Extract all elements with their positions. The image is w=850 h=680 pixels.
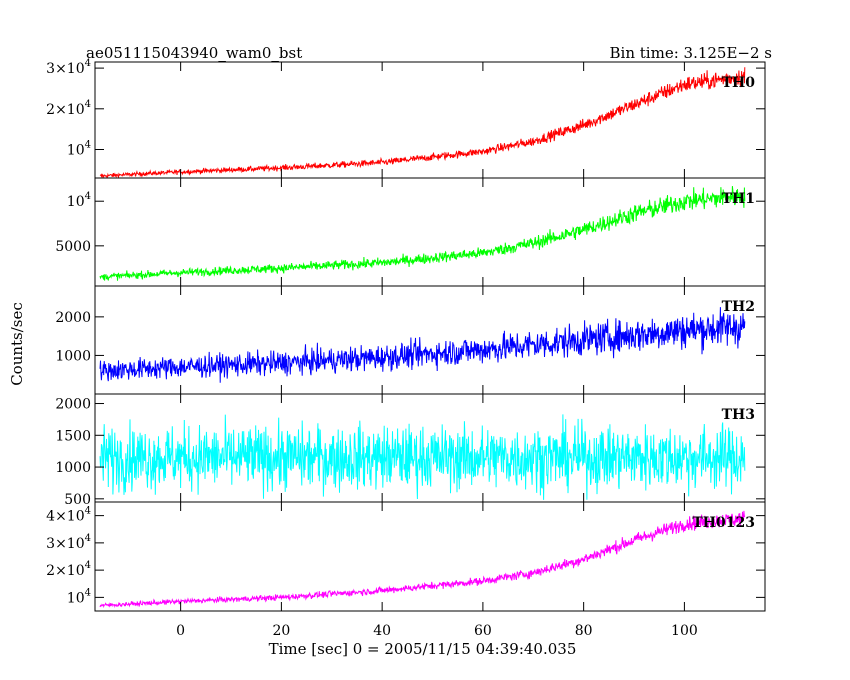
- y-axis-label: Counts/sec: [8, 302, 26, 386]
- y-tick-label: 3×104: [46, 58, 91, 77]
- panel-label-th0123: TH0123: [692, 515, 755, 531]
- y-tick-label: 2000: [55, 310, 91, 326]
- y-tick-label: 1500: [55, 428, 91, 444]
- y-tick-label: 2×104: [46, 560, 91, 579]
- y-tick-label: 1000: [55, 348, 91, 364]
- x-tick-label: 0: [176, 623, 185, 639]
- y-tick-label: 5000: [55, 239, 91, 255]
- y-tick-label: 1000: [55, 460, 91, 476]
- bin-time-label: Bin time: 3.125E−2 s: [609, 44, 772, 62]
- x-tick-label: 20: [272, 623, 290, 639]
- series-th1-line: [99, 186, 746, 281]
- x-axis-label: Time [sec] 0 = 2005/11/15 04:39:40.035: [268, 640, 577, 658]
- y-tick-label: 3×104: [46, 533, 91, 552]
- series-th0-line: [99, 67, 746, 179]
- panel-label-th1: TH1: [722, 191, 755, 207]
- y-tick-label: 104: [67, 140, 91, 159]
- y-tick-label: 2×104: [46, 99, 91, 118]
- y-tick-label: 4×104: [46, 506, 91, 525]
- panel-label-th0: TH0: [722, 75, 756, 91]
- panel-label-th2: TH2: [722, 299, 755, 315]
- panel-frame-th0123: [94, 501, 766, 612]
- x-tick-label: 80: [575, 623, 593, 639]
- y-tick-label: 500: [64, 492, 91, 508]
- panel-label-th3: TH3: [722, 407, 755, 423]
- series-th2-line: [99, 307, 746, 383]
- x-tick-label: 60: [474, 623, 492, 639]
- y-tick-label: 104: [67, 191, 91, 210]
- series-th3-line: [99, 414, 746, 500]
- series-th0123-line: [99, 510, 746, 609]
- x-tick-label: 40: [373, 623, 391, 639]
- y-tick-label: 2000: [55, 397, 91, 413]
- x-tick-label: 100: [671, 623, 698, 639]
- y-tick-label: 104: [67, 587, 91, 606]
- observation-id-label: ae051115043940_wam0_bst: [86, 44, 303, 62]
